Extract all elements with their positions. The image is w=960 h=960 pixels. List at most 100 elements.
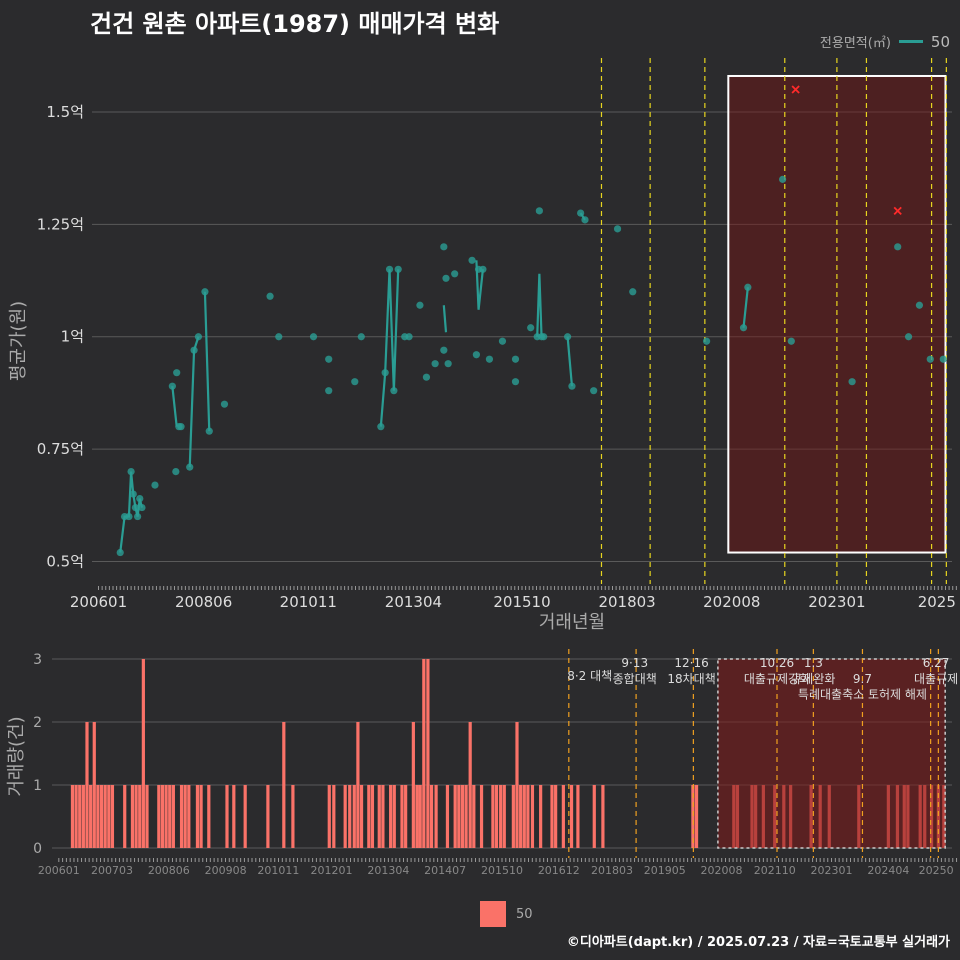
volume-bar <box>691 785 695 848</box>
volume-bar <box>392 785 396 848</box>
price-data-point <box>168 382 176 390</box>
price-data-point <box>485 355 494 363</box>
volume-bar <box>356 722 360 848</box>
volume-bar <box>266 785 270 848</box>
volume-legend-value: 50 <box>516 906 533 922</box>
volume-bar <box>352 785 356 848</box>
price-data-point <box>527 324 535 332</box>
area-legend: 전용면적(㎡) 50 <box>820 32 950 52</box>
volume-x-tick-label: 201510 <box>481 864 523 877</box>
volume-bar <box>576 785 580 848</box>
volume-bar <box>453 785 457 848</box>
price-data-point <box>577 209 585 217</box>
volume-bar <box>601 785 605 848</box>
price-data-point <box>702 337 711 345</box>
volume-bar <box>522 785 526 848</box>
price-data-point <box>511 355 520 363</box>
volume-bar <box>550 785 554 848</box>
price-data-point <box>613 225 622 233</box>
price-data-point <box>201 288 209 296</box>
volume-policy-annotation: 종합대책 <box>613 671 657 686</box>
volume-bar <box>138 785 142 848</box>
volume-bar <box>291 785 295 848</box>
price-y-tick-label: 1.5억 <box>46 103 84 121</box>
price-x-tick-label: 201510 <box>493 593 550 611</box>
price-series-line <box>188 336 200 468</box>
price-x-tick-label: 2025 <box>918 593 956 611</box>
price-data-point <box>629 288 637 296</box>
volume-bar <box>141 659 145 848</box>
volume-bar <box>479 785 484 848</box>
volume-bar <box>243 785 247 848</box>
price-data-point <box>568 382 576 390</box>
price-data-point <box>405 333 413 341</box>
price-data-point <box>136 494 144 503</box>
price-data-point <box>787 337 795 345</box>
price-max-x-marker <box>791 85 800 94</box>
volume-x-tick-label: 202008 <box>701 864 743 877</box>
volume-x-tick-label: 202301 <box>811 864 853 877</box>
volume-x-tick-label: 201201 <box>311 864 353 877</box>
price-data-point <box>468 256 476 264</box>
volume-bar <box>400 785 404 848</box>
price-y-tick-label: 0.5억 <box>46 553 84 571</box>
volume-x-tick-label: 201905 <box>644 864 686 877</box>
volume-x-tick-label: 200908 <box>205 864 247 877</box>
price-series-line <box>119 471 144 553</box>
volume-bar <box>502 785 506 848</box>
volume-bar <box>103 785 107 848</box>
volume-bar <box>96 785 100 848</box>
volume-bar <box>85 722 89 848</box>
price-x-tick-label: 200601 <box>70 593 127 611</box>
volume-bar <box>389 785 393 848</box>
volume-bar <box>429 785 434 848</box>
volume-bar <box>348 785 352 848</box>
price-data-point <box>220 400 229 408</box>
volume-bar <box>422 659 426 848</box>
volume-bar <box>81 785 85 848</box>
volume-bar <box>282 722 286 848</box>
price-series-line <box>442 305 448 333</box>
volume-bar <box>460 785 465 848</box>
volume-bar <box>225 785 229 848</box>
volume-bar <box>457 785 461 848</box>
volume-bar <box>411 722 415 848</box>
price-data-point <box>394 265 402 273</box>
volume-bar <box>519 785 523 848</box>
volume-bar <box>418 785 422 848</box>
volume-legend: 50 <box>480 901 533 927</box>
volume-y-tick-label: 2 <box>33 715 42 731</box>
price-x-tick-label: 202008 <box>703 593 760 611</box>
price-data-point <box>377 423 385 431</box>
price-data-point <box>744 283 752 291</box>
volume-bar <box>343 785 347 848</box>
volume-bar <box>359 785 364 848</box>
volume-bar <box>92 722 96 848</box>
price-data-point <box>739 324 748 332</box>
price-x-axis-title: 거래년월 <box>539 612 605 633</box>
volume-bar <box>515 722 519 848</box>
price-data-point <box>177 423 185 431</box>
volume-x-tick-label: 201304 <box>367 864 409 877</box>
price-data-point <box>125 512 133 521</box>
price-data-point <box>479 265 487 273</box>
price-data-point <box>915 301 924 309</box>
price-y-tick-label: 1억 <box>61 328 84 346</box>
volume-policy-annotation: 9·13 <box>621 656 648 670</box>
price-data-point <box>266 292 274 300</box>
source-credit: ©디아파트(dapt.kr) / 2025.07.23 / 자료=국토교통부 실… <box>566 935 950 950</box>
price-series-line <box>536 273 544 338</box>
volume-bar <box>195 785 200 848</box>
price-data-point <box>535 207 543 215</box>
price-data-point <box>442 274 450 282</box>
price-y-axis-title: 평균가(원) <box>8 301 29 381</box>
volume-bar <box>377 785 381 848</box>
volume-bar <box>179 785 184 848</box>
volume-y-tick-label: 3 <box>33 652 42 668</box>
price-data-point <box>275 333 283 341</box>
price-data-point <box>390 387 398 395</box>
volume-x-tick-label: 201612 <box>538 864 580 877</box>
volume-policy-annotation: 1.3 <box>804 656 823 670</box>
price-data-point <box>422 373 431 381</box>
price-data-point <box>779 175 787 183</box>
